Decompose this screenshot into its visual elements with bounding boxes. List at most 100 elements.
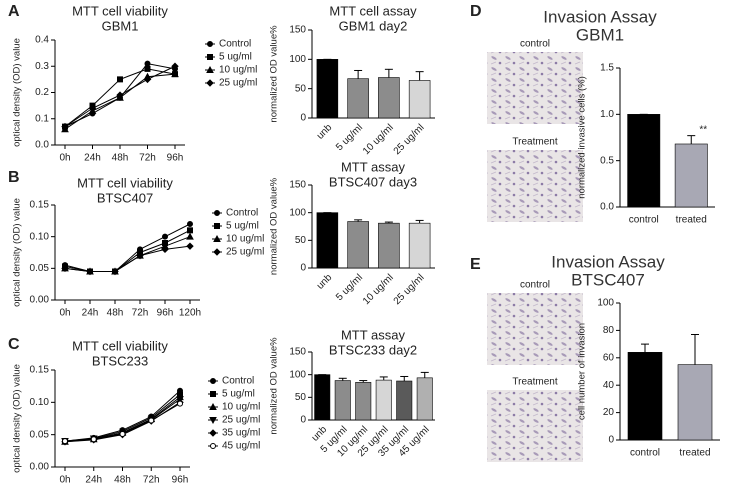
marker <box>136 251 144 260</box>
legend-marker <box>210 378 216 384</box>
y-tick-label: 0.10 <box>30 231 50 242</box>
bar <box>416 377 433 421</box>
y-tick-label: 0.2 <box>35 87 49 98</box>
y-axis-label: normalized invasive cells (%) <box>577 76 588 198</box>
legend-label: 25 ug/ml <box>226 247 264 258</box>
panel-label: C <box>8 336 20 353</box>
y-tick-label: 0.00 <box>30 462 50 473</box>
y-tick-label: 0 <box>608 435 614 446</box>
x-tick-label: 96h <box>167 153 184 164</box>
marker <box>61 264 69 273</box>
legend-label: 25 ug/ml <box>219 78 257 89</box>
y-tick-label: 0.05 <box>30 263 50 274</box>
marker <box>86 267 94 276</box>
bar <box>408 80 431 119</box>
chart-title: MTT cell viability <box>72 338 168 353</box>
micrograph <box>487 293 583 365</box>
legend-label: 45 ug/ml <box>222 441 260 452</box>
y-tick-label: 50 <box>295 392 307 403</box>
bar <box>396 380 413 421</box>
x-tick-label: treated <box>679 448 710 459</box>
marker <box>171 70 179 78</box>
chart-subtitle: GBM1 <box>102 18 139 33</box>
marker <box>90 436 97 443</box>
panel-label: A <box>8 3 20 20</box>
legend-label: 10 ug/ml <box>226 234 264 245</box>
marker <box>162 233 168 240</box>
chart-title: MTT cell viability <box>77 175 173 190</box>
y-tick-label: 100 <box>289 54 306 65</box>
legend-marker <box>209 417 217 425</box>
series-line <box>64 223 191 272</box>
bar <box>375 379 392 421</box>
marker <box>144 65 151 72</box>
y-tick-label: 100 <box>289 369 306 380</box>
y-tick-label: 50 <box>295 83 307 94</box>
marker <box>187 227 193 234</box>
legend-marker <box>206 65 214 73</box>
chart-title: MTT assay <box>341 327 406 342</box>
y-tick-label: 80 <box>603 325 615 336</box>
y-tick-label: 0.0 <box>35 140 49 151</box>
legend-label: Control <box>219 39 251 50</box>
bar <box>314 374 331 421</box>
bar <box>347 221 369 269</box>
x-tick-label: 24h <box>85 475 102 484</box>
marker <box>161 245 169 254</box>
y-axis-label: normalized OD value% <box>269 25 280 123</box>
y-axis-label: normalized OD value% <box>269 337 280 435</box>
micrograph <box>487 390 583 462</box>
y-axis-label: optical density (OD) value <box>12 364 23 473</box>
x-tick-label: treated <box>676 215 707 226</box>
y-tick-label: 60 <box>603 352 615 363</box>
x-tick-label: 72h <box>132 308 149 319</box>
y-axis-label: cell number of invasion <box>577 323 588 420</box>
x-tick-label: 0h <box>59 308 70 319</box>
x-tick-label: unb <box>315 272 335 292</box>
chart-subtitle: BTSC407 <box>571 270 645 289</box>
bar <box>627 114 661 208</box>
series-line <box>64 73 176 130</box>
chart-title: Invasion Assay <box>551 252 665 271</box>
legend-label: Control <box>222 376 254 387</box>
chart-subtitle: BTSC407 day3 <box>329 174 417 189</box>
y-tick-label: 0.3 <box>35 61 49 72</box>
y-tick-label: 1.5 <box>600 63 614 74</box>
x-tick-label: 24h <box>82 308 99 319</box>
legend-label: 35 ug/ml <box>222 428 260 439</box>
legend-marker <box>207 54 213 60</box>
y-tick-label: 0.0 <box>600 202 614 213</box>
micrograph <box>487 52 583 124</box>
panel-label: E <box>470 256 481 273</box>
bar <box>677 364 713 441</box>
x-tick-label: 120h <box>179 308 201 319</box>
bar <box>347 78 369 119</box>
series-line <box>64 236 191 272</box>
y-tick-label: 0 <box>300 263 306 274</box>
bar <box>674 143 708 208</box>
legend-marker <box>210 443 216 449</box>
legend-label: 10 ug/ml <box>219 65 257 76</box>
y-tick-label: 0.00 <box>30 295 50 306</box>
y-tick-label: 0.4 <box>35 35 49 46</box>
y-tick-label: 0.5 <box>600 155 614 166</box>
series-line <box>64 229 191 272</box>
chart-subtitle: BTSC233 <box>92 353 148 368</box>
y-tick-label: 1.0 <box>600 109 614 120</box>
marker <box>117 76 123 83</box>
legend-label: 5 ug/ml <box>219 52 252 63</box>
legend-marker <box>214 223 220 229</box>
marker <box>171 62 179 70</box>
panel-label: D <box>470 3 482 20</box>
chart-subtitle: BTSC233 day2 <box>329 342 417 357</box>
y-axis-label: optical density (OD) value <box>12 198 23 307</box>
x-tick-label: 48h <box>112 153 129 164</box>
x-tick-label: 48h <box>114 475 131 484</box>
panel-label: B <box>8 169 20 186</box>
x-tick-label: 24h <box>84 153 101 164</box>
y-axis-label: optical density (OD) value <box>12 38 23 147</box>
legend-label: 5 ug/ml <box>222 389 255 400</box>
bar <box>316 212 339 269</box>
chart-title: MTT cell viability <box>72 3 168 18</box>
legend-marker <box>207 41 213 47</box>
